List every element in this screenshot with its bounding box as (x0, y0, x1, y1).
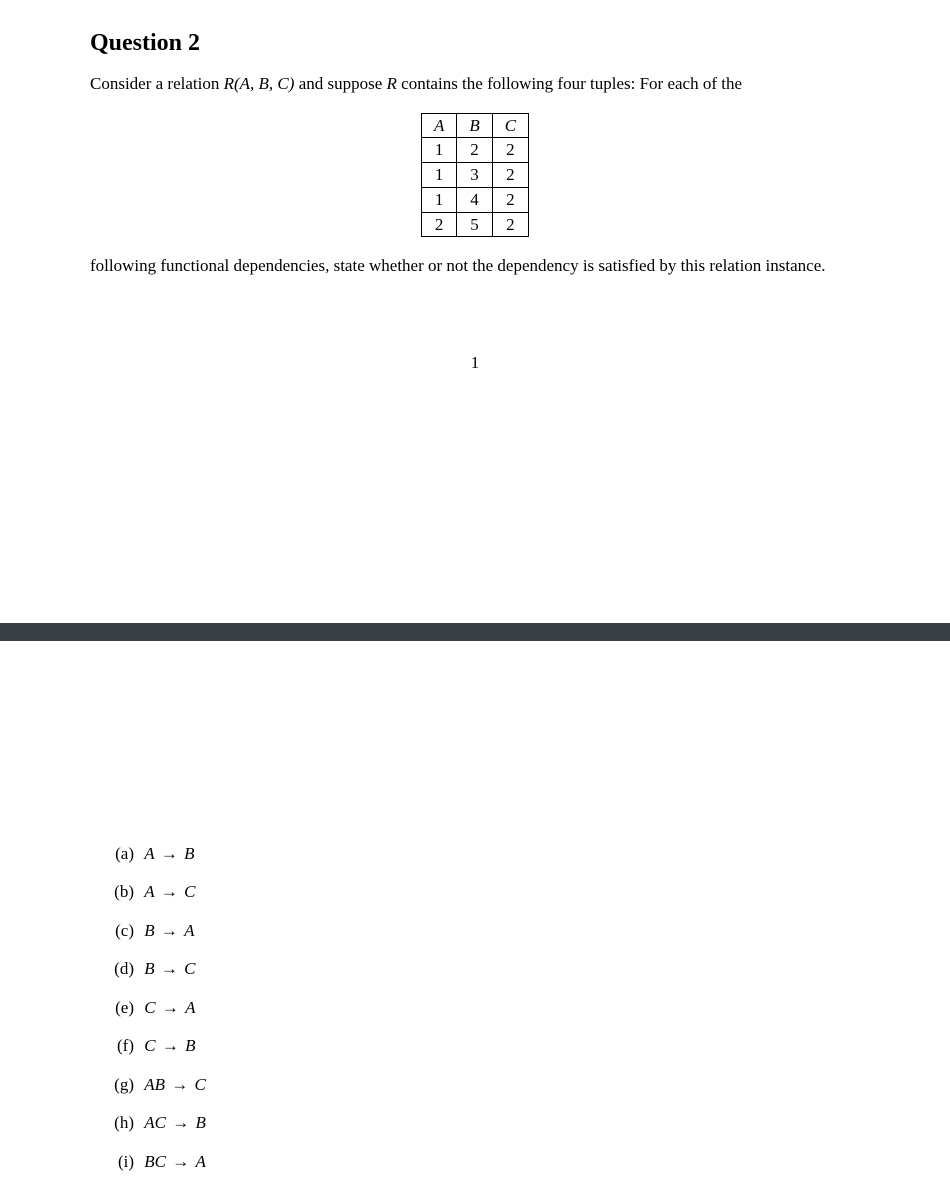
table-row: 2 5 2 (421, 212, 528, 237)
fd-item: (b) A → C (106, 879, 860, 905)
fd-rhs: B (195, 1113, 205, 1132)
page-number: 1 (90, 353, 860, 373)
arrow-icon: → (160, 1036, 181, 1055)
fd-rhs: B (185, 1036, 195, 1055)
table-cell: 2 (492, 212, 528, 237)
fd-rhs: C (184, 882, 195, 901)
page-1: Question 2 Consider a relation R(A, B, C… (0, 0, 950, 373)
fd-item: (i) BC → A (106, 1149, 860, 1175)
table-cell: 2 (457, 138, 492, 163)
arrow-icon: → (170, 1152, 191, 1171)
table-cell: 2 (492, 187, 528, 212)
fd-lhs: A (144, 844, 154, 863)
fd-lhs: BC (144, 1152, 166, 1171)
fd-list: (a) A → B (b) A → C (c) B → A (d) B → C … (90, 841, 860, 1175)
table-header-row: A B C (421, 113, 528, 138)
intro-before: Consider a relation (90, 74, 224, 93)
fd-lhs: AC (144, 1113, 166, 1132)
fd-lhs: B (144, 921, 154, 940)
page-2: (a) A → B (b) A → C (c) B → A (d) B → C … (0, 641, 950, 1175)
table-cell: 2 (421, 212, 456, 237)
relation-args: (A, B, C) (234, 74, 294, 93)
question-title: Question 2 (90, 30, 860, 57)
table-row: 1 4 2 (421, 187, 528, 212)
fd-label: (h) (106, 1110, 134, 1136)
table-cell: 5 (457, 212, 492, 237)
fd-rhs: C (184, 959, 195, 978)
fd-rhs: A (195, 1152, 205, 1171)
table-cell: 1 (421, 187, 456, 212)
fd-lhs: C (144, 998, 155, 1017)
fd-label: (g) (106, 1072, 134, 1098)
fd-item: (f) C → B (106, 1033, 860, 1059)
fd-label: (f) (106, 1033, 134, 1059)
fd-label: (b) (106, 879, 134, 905)
fd-lhs: AB (144, 1075, 165, 1094)
intro-mid: and suppose (294, 74, 386, 93)
fd-label: (d) (106, 956, 134, 982)
table-cell: 1 (421, 138, 456, 163)
fd-lhs: C (144, 1036, 155, 1055)
fd-label: (i) (106, 1149, 134, 1175)
table-row: 1 3 2 (421, 163, 528, 188)
intro-after: contains the following four tuples: For … (397, 74, 742, 93)
fd-rhs: B (184, 844, 194, 863)
page-divider (0, 623, 950, 641)
relation-name: R (224, 74, 234, 93)
arrow-icon: → (170, 1113, 191, 1132)
relation-ref: R (387, 74, 397, 93)
fd-label: (a) (106, 841, 134, 867)
page-gap (0, 373, 950, 623)
fd-item: (h) AC → B (106, 1110, 860, 1136)
col-header: C (492, 113, 528, 138)
arrow-icon: → (159, 844, 180, 863)
arrow-icon: → (169, 1075, 190, 1094)
fd-item: (e) C → A (106, 995, 860, 1021)
question-intro: Consider a relation R(A, B, C) and suppo… (90, 71, 860, 97)
col-header: A (421, 113, 456, 138)
fd-label: (c) (106, 918, 134, 944)
fd-item: (c) B → A (106, 918, 860, 944)
arrow-icon: → (159, 959, 180, 978)
col-header: B (457, 113, 492, 138)
fd-rhs: A (184, 921, 194, 940)
table-cell: 1 (421, 163, 456, 188)
fd-lhs: B (144, 959, 154, 978)
table-row: 1 2 2 (421, 138, 528, 163)
arrow-icon: → (160, 998, 181, 1017)
fd-item: (d) B → C (106, 956, 860, 982)
fd-rhs: C (195, 1075, 206, 1094)
fd-item: (a) A → B (106, 841, 860, 867)
question-after-table: following functional dependencies, state… (90, 253, 860, 279)
fd-label: (e) (106, 995, 134, 1021)
table-cell: 4 (457, 187, 492, 212)
arrow-icon: → (159, 882, 180, 901)
table-cell: 2 (492, 163, 528, 188)
arrow-icon: → (159, 921, 180, 940)
table-cell: 3 (457, 163, 492, 188)
relation-table: A B C 1 2 2 1 3 2 1 4 2 2 5 (421, 113, 529, 238)
fd-lhs: A (144, 882, 154, 901)
fd-item: (g) AB → C (106, 1072, 860, 1098)
table-cell: 2 (492, 138, 528, 163)
fd-rhs: A (185, 998, 195, 1017)
